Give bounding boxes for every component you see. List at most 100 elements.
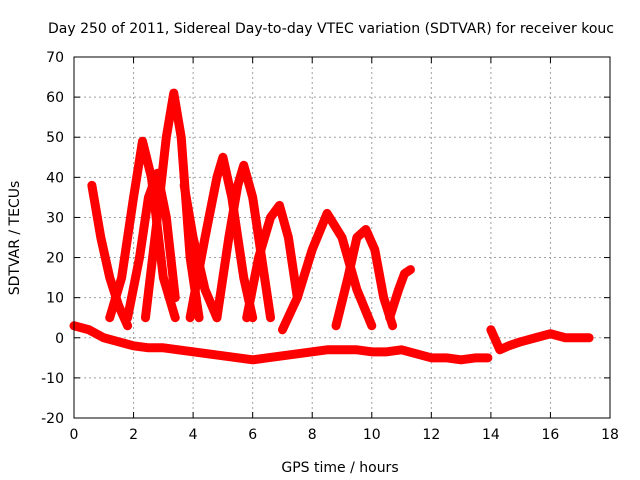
data-point — [169, 89, 178, 98]
data-point — [96, 233, 105, 242]
data-point — [486, 325, 495, 334]
data-point — [388, 321, 397, 330]
data-point — [144, 193, 153, 202]
data-point — [412, 349, 421, 358]
series-track — [385, 265, 415, 323]
chart-title: Day 250 of 2011, Sidereal Day-to-day VTE… — [48, 21, 614, 37]
series-arc-3 — [123, 168, 180, 323]
data-point — [361, 225, 370, 234]
data-point — [278, 325, 287, 334]
data-point — [394, 285, 403, 294]
data-point — [483, 353, 492, 362]
plot-frame — [73, 56, 611, 419]
data-point — [180, 181, 189, 190]
data-point — [129, 193, 138, 202]
series-late-arc — [486, 325, 594, 355]
series-arc-11 — [385, 265, 415, 323]
data-point — [367, 321, 376, 330]
data-point — [135, 253, 144, 262]
data-point — [201, 285, 210, 294]
series-arc-9 — [277, 208, 377, 335]
data-point — [367, 347, 376, 356]
data-point — [495, 345, 504, 354]
axis-ticks: 0 2 4 6 8 10 12 14 16 18 -20 -10 0 10 20 30 40 50 60 70 — [41, 50, 619, 443]
data-point — [338, 233, 346, 242]
data-point — [516, 337, 525, 346]
data-point — [123, 321, 132, 330]
x-tick-label: 18 — [601, 427, 619, 443]
data-point — [382, 347, 391, 356]
data-point — [162, 133, 171, 142]
data-point — [293, 293, 302, 302]
series-track — [486, 325, 594, 355]
data-point — [87, 181, 96, 190]
y-tick-label: -10 — [41, 371, 64, 387]
data-point — [385, 313, 394, 322]
series-arc-8 — [242, 200, 302, 323]
data-point — [275, 201, 284, 210]
data-point — [212, 173, 221, 182]
x-tick-label: 16 — [542, 427, 560, 443]
x-tick-label: 14 — [482, 427, 500, 443]
data-point — [284, 233, 293, 242]
data-point — [159, 343, 168, 352]
data-point — [114, 337, 123, 346]
data-point — [397, 345, 406, 354]
series-baseline — [69, 321, 493, 365]
data-point — [248, 193, 257, 202]
data-point — [576, 333, 585, 342]
series-track — [242, 200, 302, 323]
y-axis-label: SDTVAR / TECUs — [7, 181, 23, 296]
data-point — [457, 355, 466, 364]
data-point — [105, 273, 114, 282]
data-point — [233, 181, 242, 190]
data-point — [195, 313, 204, 322]
data-point — [427, 353, 436, 362]
data-point — [212, 313, 221, 322]
data-point — [129, 341, 138, 350]
data-point — [585, 333, 594, 342]
series-arc-10 — [331, 224, 398, 331]
data-point — [278, 351, 287, 360]
data-point — [204, 349, 212, 358]
data-points — [69, 88, 594, 365]
y-tick-label: 0 — [55, 331, 64, 347]
data-point — [153, 213, 162, 222]
data-point — [352, 233, 361, 242]
x-tick-label: 6 — [248, 427, 257, 443]
data-point — [248, 355, 257, 364]
data-point — [338, 345, 346, 354]
data-point — [406, 265, 415, 274]
data-point — [99, 333, 108, 342]
y-tick-label: 30 — [46, 210, 64, 226]
data-point — [84, 325, 93, 334]
x-tick-label: 8 — [308, 427, 317, 443]
x-tick-label: 10 — [363, 427, 381, 443]
data-point — [117, 273, 126, 282]
data-point — [504, 341, 513, 350]
x-tick-label: 4 — [189, 427, 198, 443]
y-tick-label: 60 — [46, 90, 64, 106]
data-point — [189, 233, 198, 242]
x-tick-label: 12 — [422, 427, 440, 443]
data-point — [123, 313, 132, 322]
data-point — [370, 245, 379, 254]
series-track — [123, 168, 180, 323]
data-point — [308, 347, 317, 356]
data-point — [472, 353, 480, 362]
data-point — [239, 161, 248, 170]
data-point — [239, 273, 248, 282]
data-point — [263, 353, 272, 362]
data-point — [174, 345, 183, 354]
data-point — [177, 133, 186, 142]
data-point — [254, 253, 263, 262]
data-point — [159, 273, 168, 282]
y-tick-label: 20 — [46, 251, 64, 267]
data-point — [141, 313, 150, 322]
data-point — [442, 353, 451, 362]
data-point — [308, 245, 317, 254]
data-point — [400, 269, 409, 278]
y-tick-label: -20 — [41, 411, 64, 427]
data-point — [343, 273, 352, 282]
